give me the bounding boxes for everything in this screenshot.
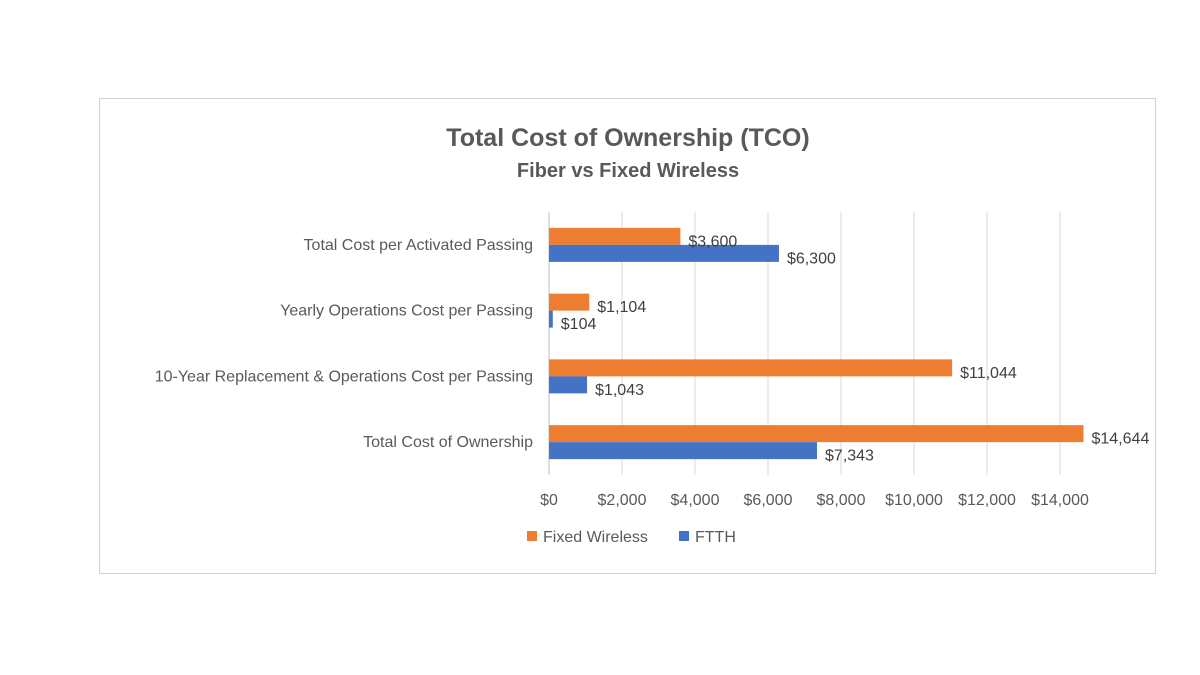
category-label: 10-Year Replacement & Operations Cost pe… (155, 368, 533, 385)
x-tick-label: $0 (540, 492, 558, 509)
category-label: Yearly Operations Cost per Passing (280, 303, 533, 320)
grid-layer: $0 $2,000 $4,000 $6,000 $8,000 $10,000 $12,000… (540, 212, 1089, 509)
bar-fixed-wireless (549, 227, 681, 245)
legend-swatch (527, 531, 537, 541)
chart-svg: Total Cost of Ownership (TCO) Fiber vs F… (155, 124, 1150, 546)
bar-ftth (549, 244, 779, 262)
bar-fixed-wireless (549, 359, 953, 377)
category-label: Total Cost of Ownership (363, 434, 533, 451)
bar-fixed-wireless (549, 425, 1084, 443)
data-label: $7,343 (825, 448, 874, 465)
bars-layer (549, 227, 1084, 460)
chart-title: Total Cost of Ownership (TCO) (446, 124, 809, 152)
legend: Fixed Wireless FTTH (527, 529, 736, 546)
bar-ftth (549, 310, 553, 328)
bar-fixed-wireless (549, 293, 590, 311)
legend-label: FTTH (695, 529, 736, 546)
chart-frame: Total Cost of Ownership (TCO) Fiber vs F… (99, 98, 1156, 574)
data-label: $11,044 (960, 365, 1017, 382)
labels-layer: Total Cost per Activated Passing $3,600 $6… (155, 233, 1150, 464)
x-tick-label: $10,000 (885, 492, 943, 509)
x-tick-label: $12,000 (958, 492, 1016, 509)
category-label: Total Cost per Activated Passing (304, 237, 533, 254)
data-label: $1,104 (597, 299, 646, 316)
legend-label: Fixed Wireless (543, 529, 648, 546)
data-label: $1,043 (595, 382, 644, 399)
data-label: $104 (561, 316, 597, 333)
bar-ftth (549, 376, 588, 394)
data-label: $6,300 (787, 250, 836, 267)
data-label: $3,600 (688, 233, 737, 250)
x-tick-label: $6,000 (744, 492, 793, 509)
x-tick-label: $4,000 (671, 492, 720, 509)
x-tick-label: $2,000 (598, 492, 647, 509)
data-label: $14,644 (1092, 431, 1150, 448)
legend-swatch (679, 531, 689, 541)
x-tick-label: $8,000 (817, 492, 866, 509)
x-tick-label: $14,000 (1031, 492, 1089, 509)
bar-ftth (549, 442, 818, 460)
chart-subtitle: Fiber vs Fixed Wireless (517, 160, 739, 182)
